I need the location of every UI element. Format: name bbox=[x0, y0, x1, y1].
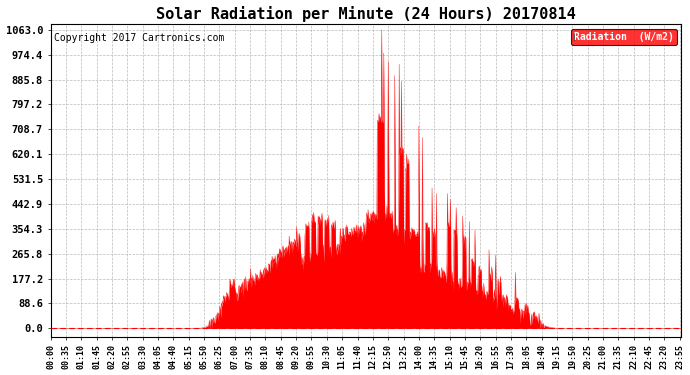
Legend: Radiation  (W/m2): Radiation (W/m2) bbox=[571, 29, 677, 45]
Text: Copyright 2017 Cartronics.com: Copyright 2017 Cartronics.com bbox=[54, 33, 224, 44]
Title: Solar Radiation per Minute (24 Hours) 20170814: Solar Radiation per Minute (24 Hours) 20… bbox=[156, 6, 576, 21]
